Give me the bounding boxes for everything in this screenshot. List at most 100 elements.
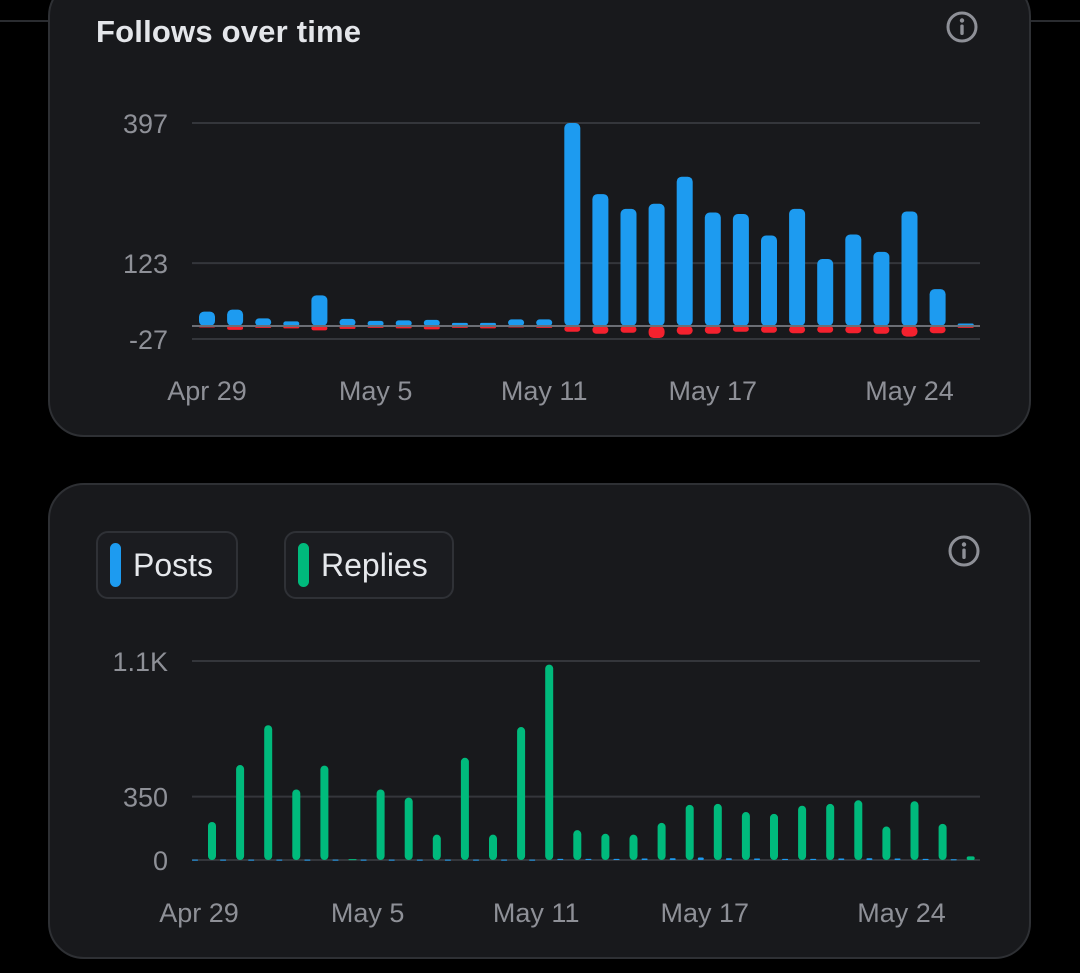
legend-posts-toggle[interactable]: Posts <box>96 531 238 599</box>
follows-bar <box>732 214 749 326</box>
legend-replies-toggle[interactable]: Replies <box>284 531 454 599</box>
posts-bar <box>220 859 227 861</box>
replies-bar <box>854 800 863 860</box>
follows-bar <box>564 123 581 326</box>
follows-chart: 397 123 -27 Apr 29 May 5 May 11 May 17 May 24 <box>123 109 980 406</box>
follows-bar <box>676 176 693 326</box>
posts-replies-card: Posts Replies 1.1K 350 0 Apr 29 May 5 May 11 M… <box>48 483 1031 959</box>
posts-bar <box>529 859 536 861</box>
y-tick-label: 350 <box>123 783 168 813</box>
posts-bar <box>416 859 423 861</box>
x-tick-label: May 24 <box>857 898 946 928</box>
follows-bar <box>789 208 806 326</box>
replies-bar <box>404 797 413 860</box>
info-icon[interactable] <box>948 535 980 567</box>
legend-posts-label: Posts <box>133 546 214 583</box>
legend-replies-label: Replies <box>321 546 428 583</box>
follows-bar <box>199 311 215 326</box>
posts-bar <box>360 859 367 861</box>
replies-bar <box>741 812 750 860</box>
replies-bar <box>573 830 582 860</box>
follows-bar <box>817 259 834 326</box>
x-tick-label: May 5 <box>331 898 405 928</box>
replies-bar <box>208 822 216 860</box>
replies-bar <box>432 834 441 860</box>
unfollows-bar <box>311 326 328 331</box>
follows-bar <box>283 321 300 326</box>
follows-bar <box>395 320 412 326</box>
unfollows-bar <box>704 326 721 334</box>
unfollows-bar <box>564 326 581 332</box>
follows-bar <box>620 208 637 326</box>
follows-bar <box>227 309 244 326</box>
posts-bar <box>473 859 479 861</box>
y-tick-label: 0 <box>153 846 168 876</box>
posts-bar <box>276 859 283 861</box>
posts-bar <box>304 859 311 861</box>
x-tick-label: May 17 <box>669 376 758 406</box>
posts-bar <box>557 858 564 860</box>
posts-bar <box>866 858 873 860</box>
posts-bar <box>248 859 255 861</box>
follows-bar <box>339 318 356 326</box>
follows-bar <box>255 318 272 326</box>
x-tick-label: Apr 29 <box>159 898 239 928</box>
y-tick-label: 123 <box>123 249 168 279</box>
posts-bar <box>669 858 676 860</box>
replies-bar <box>545 664 554 860</box>
unfollows-bar <box>761 326 777 333</box>
replies-bar <box>460 757 469 860</box>
replies-bar <box>685 804 694 860</box>
info-icon[interactable] <box>946 11 978 43</box>
unfollows-bar <box>873 326 890 334</box>
posts-bar <box>725 858 732 860</box>
y-tick-label: 397 <box>123 109 168 139</box>
replies-bar <box>770 813 778 860</box>
unfollows-bar <box>817 326 834 333</box>
posts-bar <box>444 859 451 861</box>
x-tick-label: May 11 <box>501 376 588 406</box>
x-tick-label: May 17 <box>661 898 750 928</box>
follows-bar <box>929 289 946 326</box>
replies-bar <box>629 834 638 860</box>
replies-bar <box>348 859 357 861</box>
follows-bar <box>536 319 553 326</box>
posts-bar <box>697 857 704 860</box>
x-tick-label: Apr 29 <box>167 376 247 406</box>
unfollows-bar <box>676 326 693 335</box>
replies-bar <box>882 826 891 860</box>
posts-bar <box>950 859 957 861</box>
follows-bar <box>704 212 721 326</box>
card-title: Follows over time <box>96 14 362 49</box>
follows-bar <box>508 319 525 326</box>
posts-bar <box>192 859 198 861</box>
replies-bar <box>489 834 497 860</box>
unfollows-bar <box>929 326 946 334</box>
posts-bar <box>585 858 592 860</box>
replies-swatch <box>298 543 309 587</box>
replies-bar <box>798 805 807 860</box>
x-tick-label: May 5 <box>339 376 413 406</box>
x-tick-label: May 11 <box>493 898 580 928</box>
replies-bar <box>966 856 975 860</box>
follows-bar <box>648 203 665 326</box>
posts-bar <box>332 859 339 861</box>
posts-bar <box>501 859 508 861</box>
replies-bar <box>713 803 722 860</box>
replies-bar <box>657 822 666 860</box>
follows-bar <box>592 194 609 326</box>
posts-bar <box>641 858 648 860</box>
posts-bar <box>838 858 845 860</box>
posts-bar <box>613 858 620 860</box>
posts-bar <box>922 858 929 860</box>
unfollows-bar <box>592 326 609 334</box>
posts-bar <box>754 858 760 860</box>
follows-bar <box>367 320 384 326</box>
follows-bar <box>761 235 777 326</box>
y-tick-label: 1.1K <box>112 647 168 677</box>
follows-bar <box>311 295 328 326</box>
replies-bar <box>320 765 329 860</box>
unfollows-bar <box>648 326 665 339</box>
replies-bar <box>376 789 385 860</box>
follows-bar <box>873 251 890 326</box>
